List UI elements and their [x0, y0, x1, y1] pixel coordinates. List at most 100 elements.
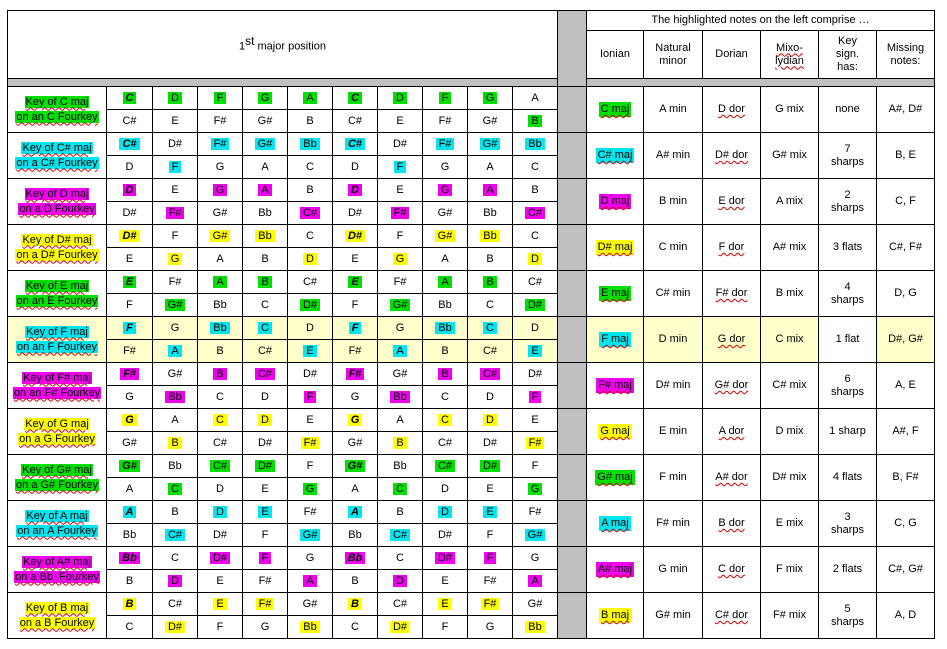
mixolydian-cell: A mix: [760, 178, 819, 225]
note-top: C#: [254, 367, 276, 380]
note-top: C#: [119, 137, 140, 150]
mixolydian-cell: F mix: [760, 546, 819, 593]
note-bottom: G#: [122, 436, 137, 449]
note-cell: E: [467, 500, 513, 524]
minor-cell: A# min: [643, 132, 703, 179]
note-bottom: B: [441, 344, 449, 357]
dorian-cell: A dor: [702, 408, 761, 455]
note-cell: G: [422, 155, 468, 179]
note-cell: E: [287, 339, 333, 363]
note-cell: C#: [152, 592, 198, 616]
ionian-cell: G# maj: [586, 454, 644, 501]
key-signature-line: sharps: [830, 293, 865, 306]
missing-notes-cell: B, E: [876, 132, 935, 179]
note-cell: G#: [332, 454, 378, 478]
note-top: G#: [392, 367, 408, 380]
key-label: Key of A maj on an A Fourkey: [7, 500, 107, 547]
key-signature-line: 3 flats: [832, 241, 863, 253]
note-cell: D#: [467, 431, 513, 455]
note-top: F: [483, 551, 497, 564]
table-row: Key of G maj on a G Fourkey G A C D E G A C D E G ma…: [7, 408, 935, 455]
note-cell: E: [197, 569, 243, 593]
ionian-value: F maj: [599, 332, 631, 347]
comprise-header: The highlighted notes on the left compri…: [586, 10, 935, 31]
missing-notes-value: C#, F#: [888, 241, 922, 253]
note-top: F: [396, 229, 404, 242]
key-signature-cell: 5 sharps: [818, 592, 877, 639]
note-bottom: F#: [390, 206, 410, 219]
key-signature-cell: 1 flat: [818, 316, 877, 363]
note-cell: D#: [242, 454, 288, 478]
missing-notes-cell: C#, F#: [876, 224, 935, 271]
note-cell: C#: [106, 109, 153, 133]
note-cell: Bb: [152, 454, 198, 478]
note-cell: G: [106, 385, 153, 409]
note-top: C#: [392, 597, 408, 610]
gap-cell: [557, 316, 587, 363]
column-header-line: notes:: [890, 54, 921, 67]
note-bottom: G#: [389, 298, 411, 311]
dorian-cell: B dor: [702, 500, 761, 547]
ionian-cell: E maj: [586, 270, 644, 317]
note-cell: C#: [242, 362, 288, 386]
note-cell: G#: [197, 201, 243, 225]
note-cell: C#: [106, 132, 153, 156]
note-cell: D#: [197, 523, 243, 547]
note-top: A: [258, 183, 272, 196]
note-cell: A: [512, 86, 558, 110]
note-cell: D: [512, 316, 558, 340]
note-top: E: [438, 597, 452, 610]
note-bottom: G: [440, 160, 450, 173]
note-cell: C#: [197, 431, 243, 455]
note-top: B: [531, 183, 539, 196]
mixolydian-cell: F# mix: [760, 592, 819, 639]
key-signature-line: none: [835, 103, 860, 115]
note-cell: Bb: [106, 546, 153, 570]
table-row: F G# Bb C D# F G# Bb C D#: [8, 293, 935, 317]
minor-cell: D# min: [643, 362, 703, 409]
gap-cell: [557, 500, 587, 547]
mixolydian-value: A# mix: [772, 241, 807, 253]
note-cell: B: [197, 362, 243, 386]
dorian-cell: A# dor: [702, 454, 761, 501]
note-cell: Bb: [197, 293, 243, 317]
note-cell: C: [152, 546, 198, 570]
note-cell: D#: [197, 546, 243, 570]
mixolydian-cell: A# mix: [760, 224, 819, 271]
note-top: D: [531, 321, 539, 334]
minor-value: B min: [658, 195, 688, 207]
note-bottom: D: [303, 252, 317, 265]
note-bottom: Bb: [525, 620, 545, 633]
title-main: 1: [238, 40, 246, 53]
note-bottom: F#: [213, 114, 227, 127]
fourkey-name: on a C# Fourkey: [15, 156, 99, 169]
note-bottom: F#: [525, 436, 545, 449]
note-top: G#: [479, 137, 501, 150]
note-bottom: E: [528, 344, 542, 357]
fourkey-name: on a B Fourkey: [18, 616, 96, 629]
note-cell: Bb: [152, 385, 198, 409]
dorian-value: C dor: [718, 563, 745, 575]
note-cell: F: [287, 385, 333, 409]
note-top: D#: [392, 137, 408, 150]
note-cell: C: [287, 155, 333, 179]
column-header-line: lydian: [775, 54, 804, 67]
note-cell: D: [287, 316, 333, 340]
ionian-value: G# maj: [595, 470, 635, 485]
note-cell: F#: [512, 431, 558, 455]
note-top: D: [213, 505, 227, 518]
note-cell: Bb: [106, 523, 153, 547]
note-bottom: E: [396, 114, 404, 127]
key-name: Key of D# maj: [21, 233, 93, 246]
note-cell: F: [287, 454, 333, 478]
note-cell: G#: [106, 431, 153, 455]
minor-cell: G min: [643, 546, 703, 593]
minor-cell: B min: [643, 178, 703, 225]
note-bottom: D#: [437, 528, 453, 541]
note-cell: E: [377, 178, 423, 202]
note-bottom: E: [351, 252, 359, 265]
ionian-cell: D# maj: [586, 224, 644, 271]
minor-value: F# min: [656, 517, 690, 529]
note-cell: C#: [512, 270, 558, 294]
